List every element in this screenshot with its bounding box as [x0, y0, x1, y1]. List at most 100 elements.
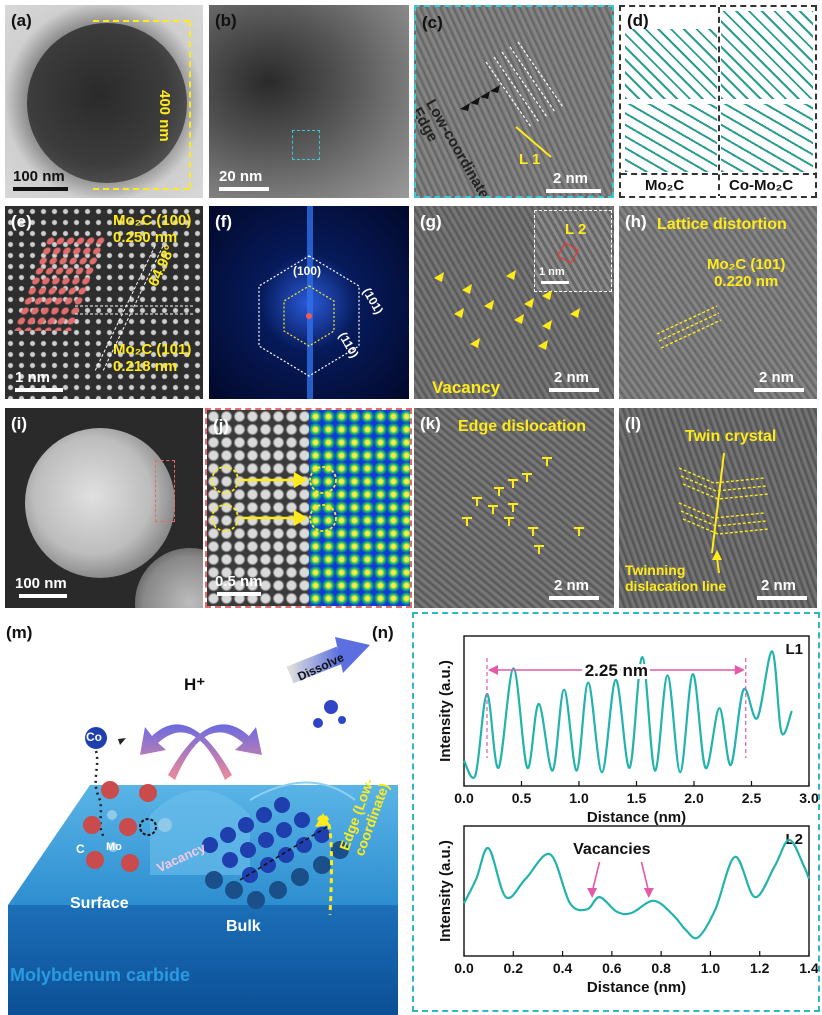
- panel-b: (b) 20 nm: [209, 5, 409, 198]
- plot-frame-L2: [463, 825, 810, 957]
- scalebar: [754, 388, 804, 392]
- profile-charts: 0.0 0.5 1.0 1.5 2.0 2.5 3.0 Distance (nm) Intens…: [437, 635, 818, 996]
- panel-j: (j) 0.5 nm: [205, 408, 412, 608]
- series-label-L2: L2: [785, 831, 803, 848]
- panel-n-label: (n): [372, 623, 394, 642]
- series-label-L1: L1: [785, 641, 803, 658]
- panel-l: (l) Twin crystal Twinning dislacation li…: [619, 408, 817, 608]
- c-label: C: [76, 842, 85, 856]
- panel-a: (a) 400 nm 100 nm: [5, 5, 203, 198]
- proton-label: H⁺: [184, 675, 206, 694]
- panel-g: (g) L 2 1 nm Vacancy 2 nm: [414, 206, 614, 399]
- scalebar-label: 2 nm: [553, 170, 589, 187]
- x-axis-label-L2: Distance (nm): [587, 979, 686, 996]
- material-label: Molybdenum carbide: [10, 965, 191, 985]
- co-mo2c-caption: Co-Mo₂C: [729, 177, 794, 194]
- x-tick-label-L1: 2.0: [684, 790, 704, 806]
- co-mo2c-top-model: [721, 11, 813, 99]
- scalebar: [549, 596, 599, 600]
- x-tick-label-L1: 0.0: [454, 790, 474, 806]
- span-arrow-head-right: [734, 665, 745, 675]
- panel-b-label: (b): [215, 11, 237, 30]
- distortion-lines: [656, 305, 722, 349]
- x-tick-label-L1: 0.5: [512, 790, 532, 806]
- mo-label: Mo: [106, 841, 122, 853]
- scalebar-label: 0.5 nm: [215, 573, 263, 590]
- scalebar: [546, 189, 601, 193]
- panel-k-label: (k): [420, 414, 441, 433]
- dislocation-title: Edge dislocation: [458, 418, 587, 435]
- x-tick-label-L2: 0.8: [651, 960, 671, 976]
- panel-h: (h) Lattice distortion Mo₂C (101) 0.220 n…: [619, 206, 817, 399]
- x-tick-label-L1: 3.0: [799, 790, 818, 806]
- line-label: L 1: [519, 151, 541, 168]
- x-tick-label-L1: 2.5: [742, 790, 762, 806]
- edge-overlay: [460, 41, 564, 158]
- x-tick-label-L2: 1.0: [701, 960, 721, 976]
- panel-i-label: (i): [11, 414, 28, 433]
- scalebar: [217, 592, 261, 596]
- scalebar: [13, 187, 68, 191]
- index-100: (100): [293, 264, 322, 278]
- x-tick-label-L2: 0.6: [602, 960, 622, 976]
- panel-j-label: (j): [213, 416, 230, 435]
- panel-m-label: (m): [6, 623, 33, 642]
- mo2c-bottom-model: [625, 104, 717, 172]
- fft-hexagons: [258, 255, 360, 377]
- x-tick-label-L2: 0.0: [454, 960, 474, 976]
- inset-scalebar: [541, 281, 569, 284]
- scalebar-label: 100 nm: [15, 575, 67, 592]
- panel-m: (m): [0, 615, 410, 1015]
- vacancy-arrow-head-0: [587, 888, 598, 898]
- haadf-image: [207, 410, 309, 606]
- panel-n: 0.0 0.5 1.0 1.5 2.0 2.5 3.0 Distance (nm) Intens…: [412, 612, 820, 1012]
- twin-caption: Twinning dislacation line: [625, 562, 727, 594]
- zoom-box: [292, 130, 320, 160]
- x-tick-label-L2: 1.2: [750, 960, 770, 976]
- x-tick-label-L2: 0.2: [504, 960, 524, 976]
- panel-d-label: (d): [627, 11, 649, 30]
- panel-d: (d) Mo₂C Co-Mo₂C: [619, 5, 817, 198]
- bulk-label: Bulk: [226, 918, 261, 935]
- scalebar: [757, 596, 807, 600]
- vacancy-arrow-head-1: [643, 888, 654, 898]
- caption-vacancy: Vacancy: [432, 378, 501, 397]
- inset-line-label: L 2: [565, 221, 587, 238]
- x-tick-label-L1: 1.5: [627, 790, 647, 806]
- scalebar-label: 20 nm: [219, 168, 263, 185]
- row-divider: [621, 101, 815, 103]
- twin-lines: [678, 452, 769, 574]
- x-tick-label-L2: 0.4: [553, 960, 573, 976]
- panel-l-label: (l): [625, 414, 642, 433]
- plane2-label: Mo₂C (101) 0.218 nm: [113, 341, 192, 375]
- scalebar: [219, 187, 269, 191]
- scalebar-label: 2 nm: [761, 577, 797, 594]
- y-axis-label-L1: Intensity (a.u.): [437, 660, 454, 762]
- panel-c: (c) Low-coordinate Edge L 1 2 nm: [414, 5, 614, 198]
- particle-haadf: [25, 428, 175, 578]
- scalebar-label: 1 nm: [15, 369, 51, 386]
- scalebar: [19, 594, 67, 598]
- inset: L 2 1 nm: [534, 210, 612, 292]
- vacancy-arrow-1: [640, 861, 650, 893]
- scalebar-label: 2 nm: [759, 369, 795, 386]
- particle-image: [27, 23, 187, 183]
- vacancies-label: Vacancies: [573, 841, 651, 858]
- scalebar: [549, 388, 599, 392]
- panel-a-label: (a): [11, 11, 32, 30]
- scalebar-label: 2 nm: [554, 369, 590, 386]
- plane-lines: [75, 245, 195, 372]
- profile-line-L2: [463, 838, 811, 940]
- dimension-label: 400 nm: [156, 90, 173, 142]
- co-mo2c-bottom-model: [721, 104, 813, 172]
- caption-divider: [621, 173, 815, 175]
- y-axis-label-L2: Intensity (a.u.): [437, 840, 454, 942]
- scalebar-label: 100 nm: [13, 168, 65, 185]
- co-label: Co: [86, 730, 102, 744]
- panel-e: (e) Mo₂C (100) 0.250 nm 64.98° Mo₂C (101)…: [5, 206, 203, 399]
- span-arrow-head-left: [488, 665, 498, 675]
- mo2c-caption: Mo₂C: [645, 177, 685, 194]
- schematic: [8, 637, 398, 1015]
- fft-streak: [307, 206, 313, 399]
- panel-i: (i) 100 nm: [5, 408, 203, 608]
